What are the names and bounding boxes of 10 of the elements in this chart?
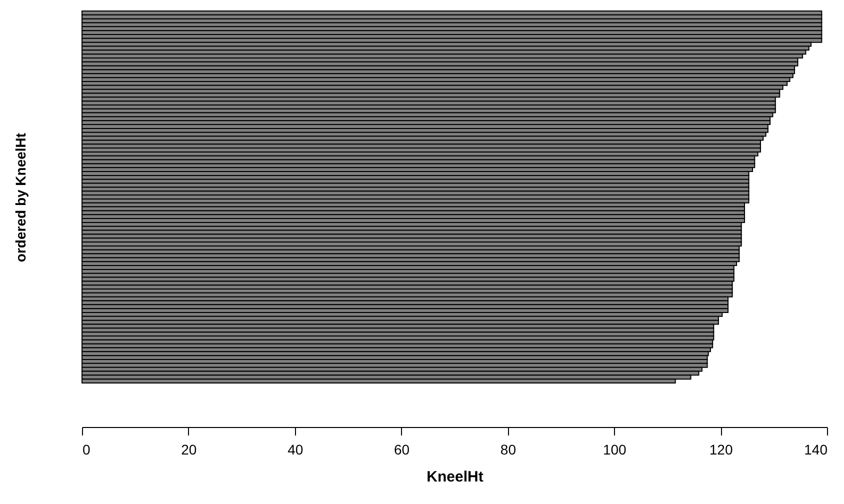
x-tick-label: 100 [602, 442, 627, 458]
x-tick-label: 120 [709, 442, 733, 458]
x-tick-label: 0 [82, 442, 90, 458]
x-tick-label: 20 [181, 442, 197, 458]
x-tick-label: 40 [288, 442, 304, 458]
y-axis-title: ordered by KneelHt [12, 132, 28, 262]
x-tick-label: 80 [500, 442, 516, 458]
x-tick-label: 140 [804, 442, 828, 458]
x-tick-label: 60 [394, 442, 410, 458]
x-axis-title: KneelHt [426, 468, 484, 486]
